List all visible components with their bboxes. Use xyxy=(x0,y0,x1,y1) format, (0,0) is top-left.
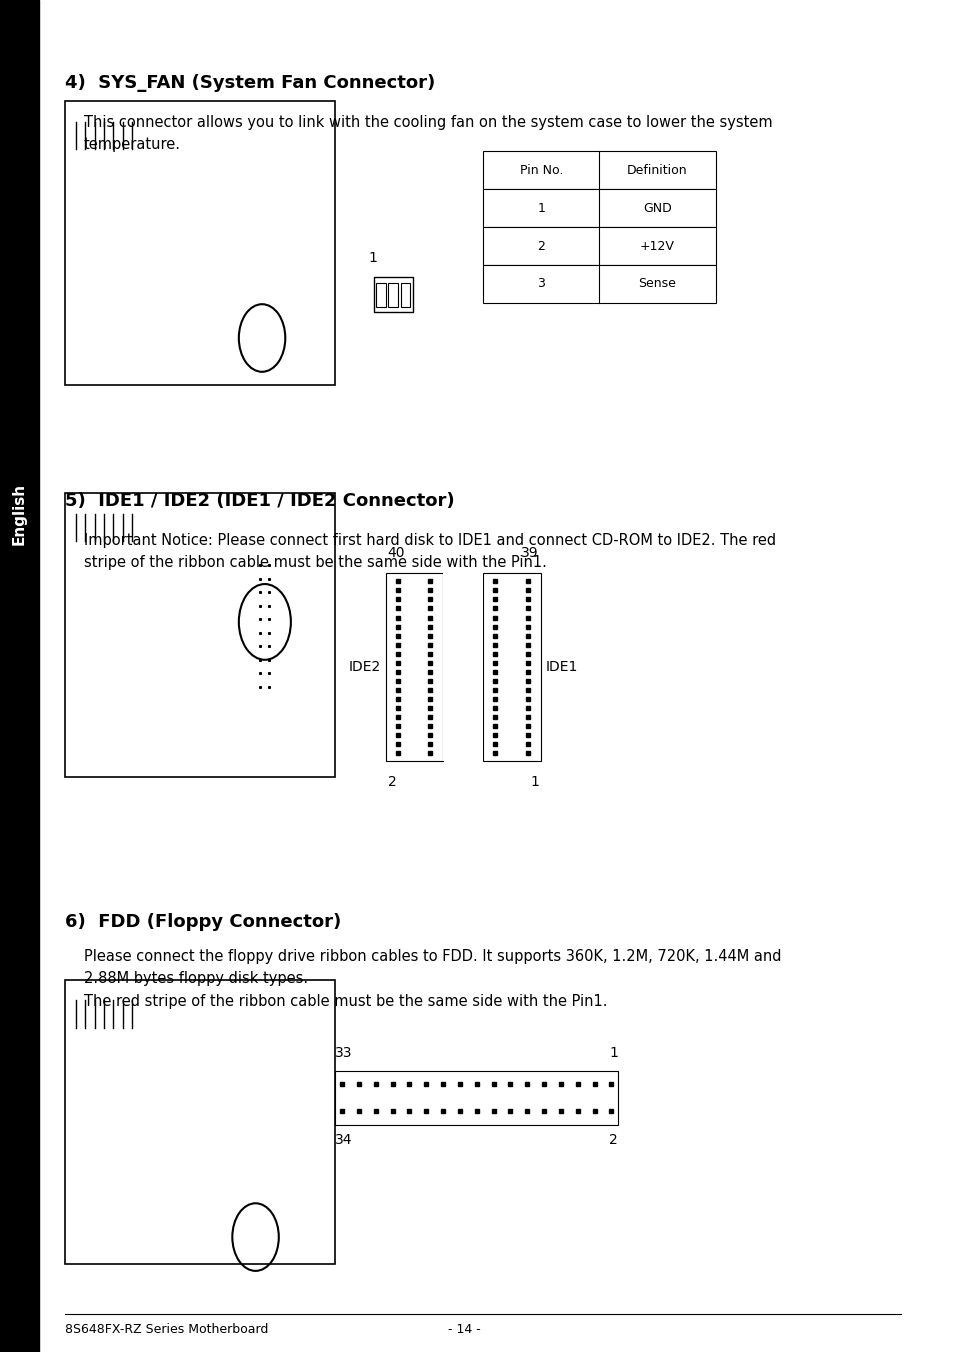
Text: 2: 2 xyxy=(387,775,395,788)
Text: Sense: Sense xyxy=(638,277,676,291)
Bar xyxy=(79,1249,278,1259)
Bar xyxy=(443,573,483,761)
Bar xyxy=(388,283,397,307)
Text: English: English xyxy=(12,483,27,545)
Bar xyxy=(211,122,223,331)
Bar xyxy=(79,714,278,723)
Bar xyxy=(265,1034,306,1082)
Bar xyxy=(74,128,167,304)
Bar xyxy=(79,322,278,331)
Bar xyxy=(483,573,540,761)
Text: IDE1: IDE1 xyxy=(545,660,578,675)
Text: 6)  FDD (Floppy Connector): 6) FDD (Floppy Connector) xyxy=(65,913,341,930)
Bar xyxy=(79,1233,278,1242)
Text: Pin No.: Pin No. xyxy=(519,164,562,177)
Bar xyxy=(483,151,715,189)
Bar xyxy=(483,227,715,265)
Text: Important Notice: Please connect first hard disk to IDE1 and connect CD-ROM to I: Important Notice: Please connect first h… xyxy=(84,533,775,571)
Bar xyxy=(79,354,278,364)
Text: +12V: +12V xyxy=(639,239,674,253)
Bar xyxy=(232,122,243,331)
Bar xyxy=(74,514,144,541)
Bar xyxy=(335,1071,618,1125)
Bar xyxy=(79,370,278,380)
Bar xyxy=(211,514,223,723)
Bar xyxy=(483,189,715,227)
Bar xyxy=(79,1184,278,1194)
Bar xyxy=(74,1007,167,1183)
Bar xyxy=(79,306,278,315)
Text: 8S648FX-RZ Series Motherboard: 8S648FX-RZ Series Motherboard xyxy=(65,1322,268,1336)
Bar xyxy=(265,548,306,595)
Text: Please connect the floppy drive ribbon cables to FDD. It supports 360K, 1.2M, 72: Please connect the floppy drive ribbon c… xyxy=(84,949,781,1009)
Text: 39: 39 xyxy=(521,546,538,560)
Bar xyxy=(385,573,443,761)
Bar xyxy=(86,1041,155,1163)
Bar xyxy=(79,763,278,772)
Bar xyxy=(65,980,335,1264)
Text: 5)  IDE1 / IDE2 (IDE1 / IDE2 Connector): 5) IDE1 / IDE2 (IDE1 / IDE2 Connector) xyxy=(65,492,455,510)
Bar xyxy=(86,554,155,676)
Bar xyxy=(251,324,274,352)
Text: Definition: Definition xyxy=(626,164,687,177)
Bar xyxy=(483,265,715,303)
Bar xyxy=(79,730,278,740)
Text: IDE2: IDE2 xyxy=(349,660,380,675)
Bar xyxy=(232,514,243,723)
Bar xyxy=(255,548,275,696)
Text: 33: 33 xyxy=(335,1046,352,1060)
Bar xyxy=(79,746,278,756)
Text: 1: 1 xyxy=(530,775,538,788)
Text: 1: 1 xyxy=(537,201,545,215)
Bar xyxy=(211,1000,223,1210)
Bar xyxy=(265,155,306,203)
Bar xyxy=(65,493,335,777)
Text: GND: GND xyxy=(642,201,671,215)
Bar xyxy=(191,514,202,723)
Text: This connector allows you to link with the cooling fan on the system case to low: This connector allows you to link with t… xyxy=(84,115,771,153)
Text: 34: 34 xyxy=(335,1133,352,1146)
Bar xyxy=(400,283,410,307)
Bar xyxy=(232,1000,243,1210)
Text: - 14 -: - 14 - xyxy=(448,1322,480,1336)
Bar xyxy=(86,162,155,284)
Text: 1: 1 xyxy=(369,251,377,265)
Text: 2: 2 xyxy=(609,1133,618,1146)
Bar xyxy=(74,122,144,149)
Text: 3: 3 xyxy=(537,277,545,291)
Bar xyxy=(376,283,385,307)
Text: 1: 1 xyxy=(608,1046,618,1060)
Bar xyxy=(79,698,278,707)
Text: 4)  SYS_FAN (System Fan Connector): 4) SYS_FAN (System Fan Connector) xyxy=(65,74,435,92)
Bar xyxy=(79,1201,278,1210)
Bar xyxy=(65,101,335,385)
Text: 2: 2 xyxy=(537,239,545,253)
Bar xyxy=(374,277,413,312)
Bar xyxy=(79,1217,278,1226)
Bar xyxy=(0,0,39,1352)
Bar xyxy=(191,1000,202,1210)
Bar xyxy=(79,338,278,347)
Bar xyxy=(236,1226,274,1251)
Bar xyxy=(74,521,167,696)
Bar xyxy=(191,122,202,331)
Text: 40: 40 xyxy=(387,546,405,560)
Bar xyxy=(74,1000,144,1028)
